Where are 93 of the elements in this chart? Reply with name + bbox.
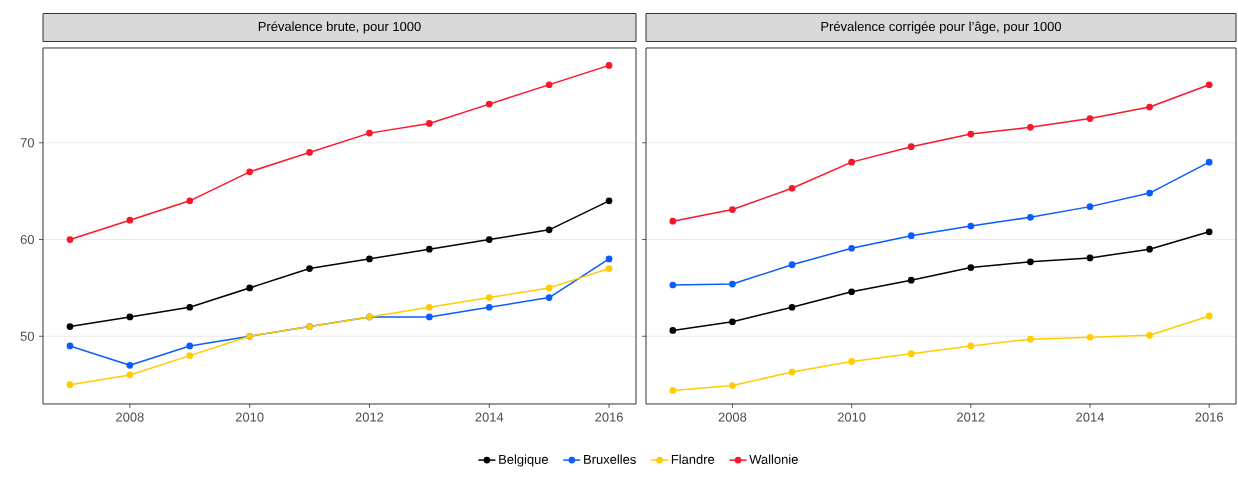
point [848, 288, 855, 296]
point [1205, 81, 1213, 89]
point [66, 342, 74, 350]
x-tick-label: 2016 [1195, 412, 1224, 422]
x-tick-label: 2012 [355, 412, 384, 422]
point [1146, 189, 1153, 197]
point [66, 236, 74, 243]
point [1086, 254, 1094, 262]
point [605, 255, 613, 263]
point [669, 217, 677, 225]
point [1205, 158, 1213, 166]
point [848, 358, 855, 365]
point [186, 303, 194, 311]
point [605, 62, 613, 69]
legend-label: Wallonie [749, 454, 798, 464]
point [729, 318, 736, 326]
point [246, 168, 254, 176]
point [967, 264, 975, 271]
point [967, 222, 975, 230]
point [545, 81, 553, 89]
point [485, 294, 493, 301]
point [669, 281, 677, 289]
point [246, 284, 254, 292]
point [788, 261, 796, 269]
point [967, 342, 975, 350]
point [366, 129, 373, 137]
point [605, 197, 613, 205]
point [1146, 245, 1153, 253]
x-tick-label: 2008 [718, 412, 747, 422]
point [126, 216, 134, 224]
point [907, 350, 915, 358]
point [669, 327, 677, 334]
point [426, 120, 433, 127]
x-tick-label: 2016 [595, 412, 623, 422]
legend-label: Flandre [671, 454, 715, 464]
point [1086, 333, 1094, 341]
legend-label: Bruxelles [584, 454, 636, 464]
point [1086, 115, 1094, 122]
point [545, 294, 553, 301]
point [426, 303, 433, 311]
point [1205, 312, 1213, 320]
point [545, 284, 553, 292]
point [729, 206, 736, 213]
point [1205, 228, 1213, 236]
x-tick-label: 2014 [475, 412, 504, 422]
point [848, 158, 855, 166]
point [66, 323, 74, 330]
point [729, 280, 736, 288]
point [1027, 123, 1034, 131]
point [485, 303, 493, 311]
point [605, 265, 613, 272]
x-tick-label: 2012 [957, 412, 985, 422]
point [669, 387, 677, 394]
point [485, 100, 493, 108]
y-tick-label: 70 [20, 138, 34, 148]
point [1027, 335, 1034, 343]
point [186, 197, 194, 205]
point [426, 313, 433, 321]
point [1146, 331, 1153, 339]
legend-label: Belgique [499, 454, 548, 467]
point [907, 232, 915, 240]
x-tick-label: 2008 [116, 412, 144, 422]
point [485, 236, 493, 243]
point [186, 352, 194, 359]
point [848, 244, 855, 252]
point [306, 149, 313, 156]
y-tick-label: 50 [20, 331, 34, 341]
point [306, 265, 313, 272]
point [1146, 103, 1153, 111]
point [126, 361, 134, 369]
chart-title: Prévalence corrigée pour l’âge, pour 1000 [821, 21, 1062, 34]
point [126, 313, 134, 321]
chart-title: Prévalence brute, pour 1000 [258, 21, 421, 34]
y-tick-label: 60 [20, 234, 34, 245]
point [366, 255, 373, 263]
point [1027, 258, 1034, 266]
point [967, 130, 975, 138]
x-tick-label: 2010 [235, 412, 264, 422]
point [126, 371, 134, 379]
point [907, 276, 915, 284]
point [729, 382, 736, 389]
x-tick-label: 2014 [1076, 412, 1105, 422]
point [545, 226, 553, 234]
point [788, 184, 796, 192]
point [907, 143, 915, 151]
point [788, 368, 796, 376]
point [66, 381, 74, 388]
point [186, 342, 194, 350]
point [1086, 203, 1094, 210]
point [788, 303, 796, 311]
point [426, 245, 433, 253]
point [1027, 213, 1034, 221]
x-tick-label: 2010 [837, 412, 866, 422]
